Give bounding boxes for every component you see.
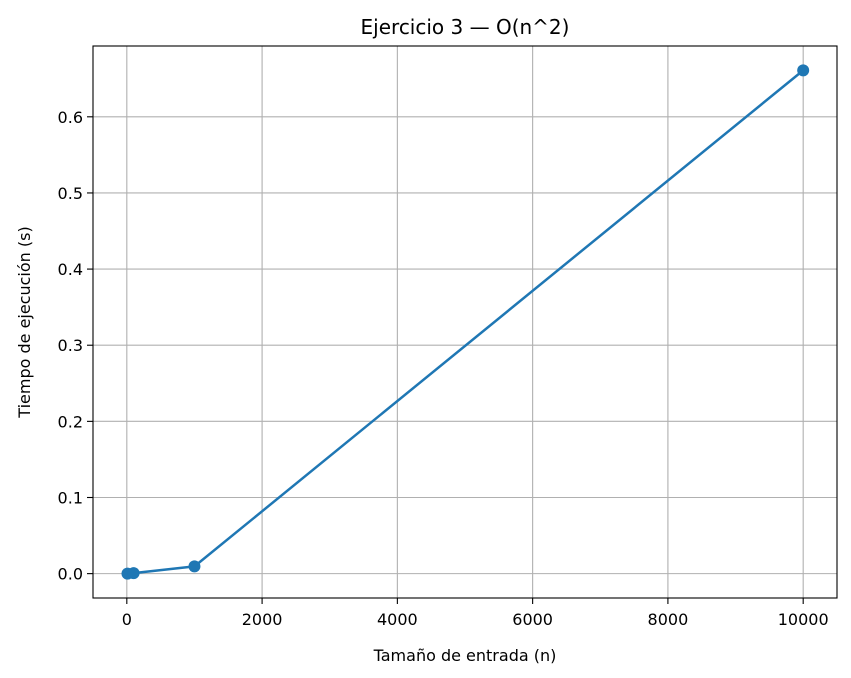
y-tick-label: 0.2 <box>58 412 83 431</box>
x-axis: 0 2000 4000 6000 8000 10000 <box>122 598 829 629</box>
series-layer <box>121 64 810 580</box>
series-line <box>127 69 804 575</box>
y-tick-label: 0.3 <box>58 336 83 355</box>
x-tick-label: 2000 <box>242 610 283 629</box>
y-tick-label: 0.5 <box>58 184 83 203</box>
y-axis-label: Tiempo de ejecución (s) <box>15 226 34 418</box>
x-tick-label: 8000 <box>648 610 689 629</box>
data-point <box>188 560 201 573</box>
x-tick-label: 0 <box>122 610 132 629</box>
x-axis-label: Tamaño de entrada (n) <box>373 646 557 665</box>
grid <box>93 46 837 598</box>
y-tick-label: 0.6 <box>58 108 83 127</box>
chart-title: Ejercicio 3 — O(n^2) <box>361 15 570 39</box>
y-tick-label: 0.1 <box>58 488 83 507</box>
data-point <box>127 567 140 580</box>
plot-frame <box>92 45 838 599</box>
y-axis: 0.0 0.1 0.2 0.3 0.4 0.5 0.6 <box>58 108 93 584</box>
y-tick-label: 0.0 <box>58 565 83 584</box>
x-tick-label: 10000 <box>778 610 829 629</box>
x-tick-label: 6000 <box>512 610 553 629</box>
data-point <box>797 64 810 77</box>
x-tick-label: 4000 <box>377 610 418 629</box>
y-tick-label: 0.4 <box>58 260 83 279</box>
